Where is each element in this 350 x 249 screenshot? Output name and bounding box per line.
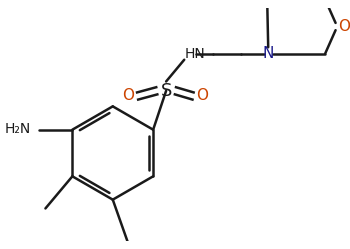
Text: O: O xyxy=(122,88,134,104)
Text: O: O xyxy=(196,88,208,104)
Text: S: S xyxy=(160,82,172,100)
Text: O: O xyxy=(338,19,350,34)
Text: H₂N: H₂N xyxy=(5,122,31,136)
Text: N: N xyxy=(262,46,274,61)
Text: HN: HN xyxy=(184,47,205,61)
